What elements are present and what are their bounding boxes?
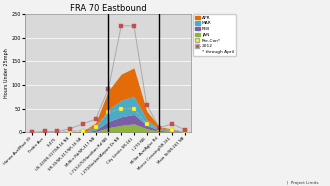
Legend: APR, MAR, FEB, JAN, Pre-Con*, 2012, * through April: APR, MAR, FEB, JAN, Pre-Con*, 2012, * th… xyxy=(193,14,236,56)
Y-axis label: Hours Under 25mph: Hours Under 25mph xyxy=(4,48,9,98)
Title: FRA 70 Eastbound: FRA 70 Eastbound xyxy=(70,4,147,13)
Text: |  Project Limits: | Project Limits xyxy=(287,181,318,185)
